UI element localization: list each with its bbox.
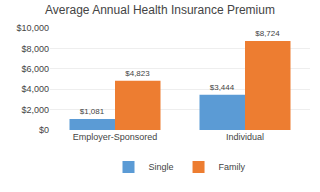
svg-text:$8,000: $8,000 [21, 44, 49, 54]
svg-text:$10,000: $10,000 [16, 23, 49, 33]
svg-text:Average Annual Health Insuranc: Average Annual Health Insurance Premium [45, 3, 275, 17]
svg-text:$6,000: $6,000 [21, 64, 49, 74]
svg-text:$0: $0 [39, 125, 49, 135]
svg-text:$4,000: $4,000 [21, 84, 49, 94]
svg-text:$8,724: $8,724 [255, 29, 280, 38]
svg-text:Employer-Sponsored: Employer-Sponsored [73, 132, 158, 142]
svg-text:$1,081: $1,081 [80, 107, 105, 116]
svg-text:$2,000: $2,000 [21, 105, 49, 115]
svg-text:$3,444: $3,444 [210, 83, 235, 92]
svg-text:Individual: Individual [226, 132, 264, 142]
svg-text:Single: Single [149, 162, 174, 172]
svg-text:$4,823: $4,823 [125, 69, 150, 78]
svg-text:Family: Family [219, 162, 246, 172]
